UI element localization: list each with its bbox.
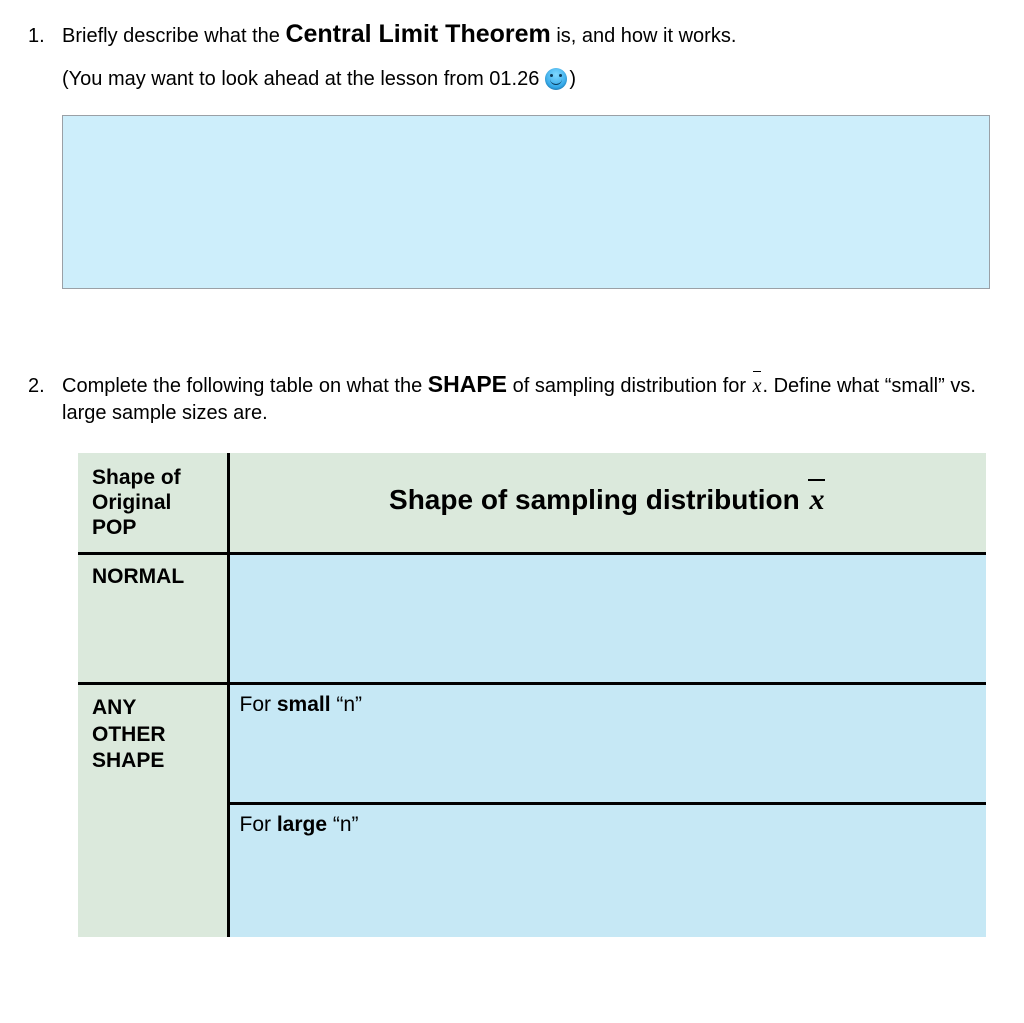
question-2-prompt: 2. Complete the following table on what … — [28, 369, 996, 427]
question-number: 2. — [28, 375, 62, 398]
q2-text-before: Complete the following table on what the — [62, 375, 428, 397]
table-row-normal: NORMAL — [78, 554, 986, 684]
question-text: Briefly describe what the Central Limit … — [62, 18, 996, 93]
table-row-any-other: ANY OTHER SHAPE For small “n” For large … — [78, 684, 986, 938]
smile-emoji-icon — [545, 68, 567, 90]
large-n-bold: large — [277, 813, 327, 836]
question-2: 2. Complete the following table on what … — [28, 369, 996, 938]
row-any-line3: SHAPE — [92, 749, 164, 772]
hdr-left-line2: Original — [92, 491, 171, 514]
header-left-cell: Shape of Original POP — [78, 453, 228, 554]
row-normal-answer-cell[interactable] — [228, 554, 986, 684]
row-any-line1: ANY — [92, 696, 136, 719]
small-n-bold: small — [277, 693, 331, 716]
large-n-prefix: For — [240, 813, 277, 836]
row-any-line2: OTHER — [92, 723, 166, 746]
hdr-left-line3: POP — [92, 516, 136, 539]
hdr-left-line1: Shape of — [92, 466, 181, 489]
row-normal-label: NORMAL — [78, 555, 227, 599]
large-n-suffix: “n” — [327, 813, 359, 836]
q1-bold-term: Central Limit Theorem — [285, 20, 550, 48]
x-bar-symbol-large: x — [807, 483, 826, 517]
q1-hint: (You may want to look ahead at the lesso… — [62, 66, 996, 93]
question-text: Complete the following table on what the… — [62, 369, 996, 427]
question-1-prompt: 1. Briefly describe what the Central Lim… — [28, 18, 996, 93]
row-any-answer-cell: For small “n” For large “n” — [228, 684, 986, 938]
question-number: 1. — [28, 25, 62, 48]
q2-text-mid: of sampling distribution for — [507, 375, 752, 397]
q1-hint-prefix: (You may want to look ahead at the lesso… — [62, 66, 539, 93]
x-bar-symbol: x — [752, 373, 763, 400]
row-any-label-cell: ANY OTHER SHAPE — [78, 684, 228, 938]
small-n-suffix: “n” — [331, 693, 363, 716]
q1-hint-suffix: ) — [569, 66, 576, 93]
worksheet-page: 1. Briefly describe what the Central Lim… — [0, 0, 1024, 955]
small-n-cell[interactable]: For small “n” — [230, 685, 987, 805]
large-n-cell[interactable]: For large “n” — [230, 805, 987, 937]
row-normal-label-cell: NORMAL — [78, 554, 228, 684]
shape-table: Shape of Original POP Shape of sampling … — [78, 453, 986, 938]
small-n-prefix: For — [240, 693, 277, 716]
q1-text-before: Briefly describe what the — [62, 25, 285, 47]
question-1: 1. Briefly describe what the Central Lim… — [28, 18, 996, 289]
table-header-row: Shape of Original POP Shape of sampling … — [78, 453, 986, 554]
header-right-cell: Shape of sampling distribution x — [228, 453, 986, 554]
q1-answer-box[interactable] — [62, 115, 990, 289]
q1-text-after: is, and how it works. — [551, 25, 737, 47]
hdr-right-prefix: Shape of sampling distribution — [389, 484, 807, 515]
q2-bold-term: SHAPE — [428, 371, 507, 397]
